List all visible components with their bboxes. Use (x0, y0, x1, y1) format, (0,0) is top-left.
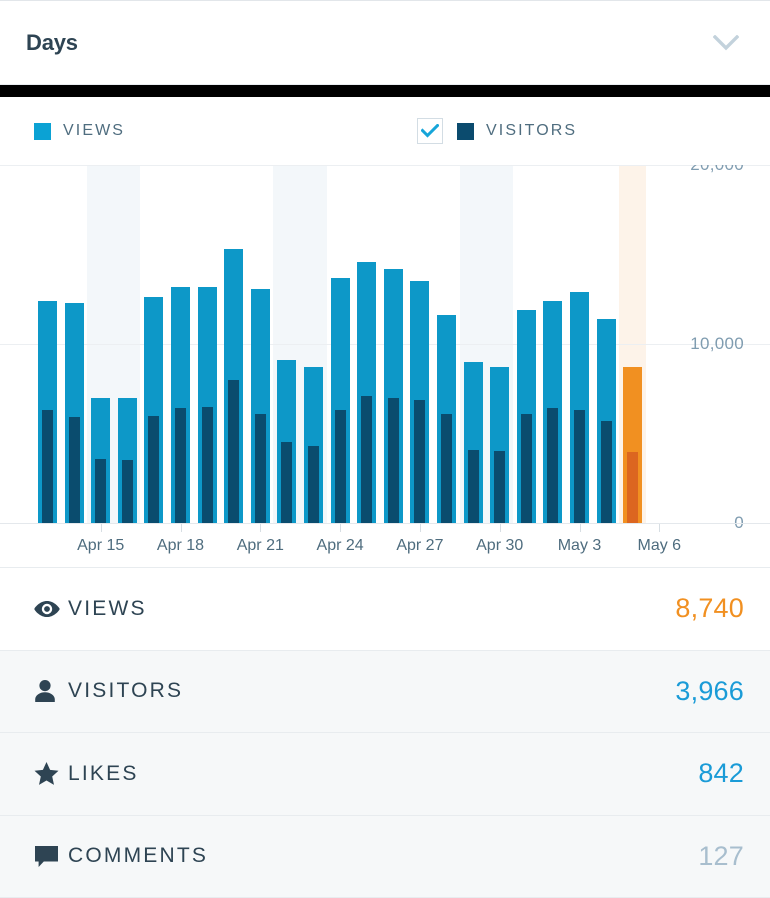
bar-visitors[interactable] (148, 415, 160, 523)
y-axis-tick-label: 20,000 (690, 165, 744, 175)
bar-visitors[interactable] (68, 417, 80, 523)
stat-label: VISITORS (68, 679, 184, 703)
x-axis-tick-label: May 6 (637, 537, 682, 554)
bar-visitors[interactable] (467, 449, 479, 523)
legend-label-visitors: VISITORS (486, 122, 578, 139)
check-icon (421, 124, 439, 138)
x-axis-tick-label: Apr 24 (316, 537, 364, 554)
x-axis-tick-mark (499, 524, 501, 532)
eye-icon (34, 600, 68, 618)
visitors-checkbox[interactable] (417, 118, 443, 144)
bar-visitors[interactable] (494, 451, 506, 523)
header-collapse-toggle[interactable] (706, 23, 746, 63)
x-axis-tick-mark (579, 524, 581, 532)
stat-value: 127 (698, 840, 744, 871)
views-color-swatch (34, 122, 51, 140)
chart-legend: VIEWS VISITORS (0, 97, 770, 165)
bar-visitors[interactable] (121, 460, 133, 523)
stat-row[interactable]: VIEWS 8,740 (0, 568, 770, 651)
x-axis-tick-label: Apr 15 (77, 537, 125, 554)
stat-value: 3,966 (675, 675, 744, 706)
bar-visitors[interactable] (627, 452, 639, 523)
star-icon (34, 761, 68, 786)
x-axis-line (0, 523, 770, 524)
x-axis-tick-label: Apr 30 (476, 537, 524, 554)
bar-visitors[interactable] (387, 397, 399, 523)
legend-label-views: VIEWS (63, 122, 126, 139)
bar-visitors[interactable] (175, 408, 186, 523)
y-axis-tick-label: 10,000 (690, 334, 744, 353)
x-axis-tick-mark (100, 524, 102, 532)
x-axis-tick-mark (419, 524, 421, 532)
x-axis-tick-label: Apr 27 (396, 537, 444, 554)
bar-visitors[interactable] (201, 406, 213, 523)
widget-header[interactable]: Days (0, 0, 770, 85)
page-title: Days (26, 29, 78, 55)
stat-value: 8,740 (675, 593, 744, 624)
stat-row[interactable]: LIKES 842 (0, 733, 770, 816)
x-axis-tick-mark (340, 524, 342, 532)
bar-visitors[interactable] (414, 399, 426, 523)
bar-visitors[interactable] (441, 413, 452, 523)
chevron-down-icon (713, 34, 739, 50)
x-axis-tick-mark (260, 524, 262, 532)
stat-row[interactable]: VISITORS 3,966 (0, 650, 770, 733)
x-axis-tick-label: Apr 21 (236, 537, 284, 554)
chart-area[interactable]: 20,000 10,000 0 Apr 15 Apr 18 Apr 21 Apr 24 Apr… (0, 165, 770, 567)
stat-row[interactable]: COMMENTS 127 (0, 815, 770, 898)
bar-visitors[interactable] (254, 413, 266, 523)
bar-visitors[interactable] (95, 458, 107, 523)
visitors-color-swatch (457, 122, 474, 140)
bar-visitors[interactable] (42, 410, 53, 523)
bar-chart-plot: 20,000 10,000 0 Apr 15 Apr 18 Apr 21 Apr 24 Apr… (0, 165, 770, 567)
stat-label: COMMENTS (68, 844, 209, 868)
bar-visitors[interactable] (547, 408, 559, 523)
y-axis-tick-label: 0 (734, 513, 744, 533)
x-axis-tick-mark (180, 524, 182, 532)
bar-visitors[interactable] (600, 420, 612, 523)
stats-list: VIEWS 8,740 VISITORS 3,966 LIKES 842 COMMENTS 1… (0, 567, 770, 898)
section-divider (0, 85, 770, 97)
person-icon (34, 679, 68, 703)
x-axis-tick-mark (659, 524, 661, 532)
x-axis-tick-label: Apr 18 (156, 537, 205, 554)
legend-item-views[interactable]: VIEWS (34, 122, 125, 140)
bar-visitors[interactable] (574, 410, 585, 523)
bar-visitors[interactable] (361, 395, 373, 523)
bar-visitors[interactable] (520, 413, 532, 523)
stat-label: LIKES (68, 761, 139, 785)
legend-item-visitors[interactable]: VISITORS (417, 118, 577, 144)
comment-icon (34, 845, 68, 868)
stat-value: 842 (698, 758, 744, 789)
bar-visitors[interactable] (228, 379, 240, 523)
stat-label: VIEWS (68, 596, 147, 620)
gridline (0, 165, 770, 166)
bar-visitors[interactable] (334, 410, 346, 523)
bar-visitors[interactable] (308, 446, 319, 523)
bar-visitors[interactable] (281, 442, 293, 523)
x-axis-tick-label: May 3 (557, 537, 602, 554)
